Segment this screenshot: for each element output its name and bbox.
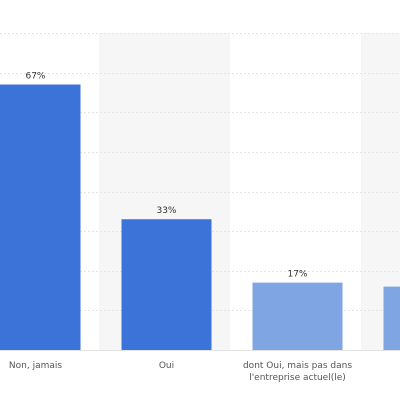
bars <box>0 84 400 350</box>
data-label: 33% <box>156 206 176 216</box>
bar[interactable] <box>121 219 212 350</box>
labels: 67% Non, jamais 33% Oui 17% dont Oui, mais pa… <box>9 72 352 383</box>
category-label: dont Oui, mais pas dans l'entreprise actu… <box>243 361 352 383</box>
category-label: Oui <box>159 361 174 371</box>
bar[interactable] <box>252 282 343 350</box>
bar[interactable] <box>0 84 81 350</box>
data-label: 17% <box>287 270 307 280</box>
category-label: Non, jamais <box>9 361 62 371</box>
bar[interactable] <box>383 286 400 350</box>
data-label: 67% <box>25 72 45 82</box>
